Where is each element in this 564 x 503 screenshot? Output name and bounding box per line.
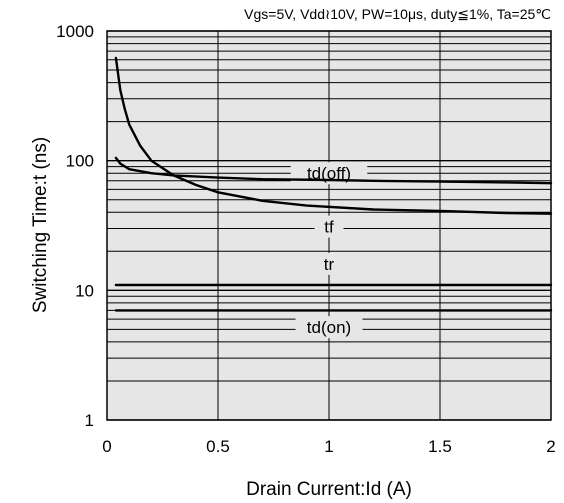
- y-axis-title: Switching Time:t (ns): [30, 137, 51, 313]
- y-tick-label: 1: [85, 411, 94, 430]
- curve-label: tf: [324, 218, 334, 237]
- curve-label-background: [295, 316, 363, 339]
- y-tick-label: 10: [75, 281, 94, 300]
- curve-label: td(on): [307, 318, 351, 337]
- curve-label: tr: [324, 255, 335, 274]
- x-tick-label: 1: [324, 437, 333, 456]
- curve-label-background: [314, 215, 344, 238]
- curve-label: td(off): [307, 164, 351, 183]
- series-line-tf: [114, 56, 553, 215]
- x-tick-label: 0: [102, 437, 111, 456]
- x-tick-label: 1.5: [428, 437, 452, 456]
- x-tick-label: 0.5: [206, 437, 230, 456]
- series-line-td-off: [114, 156, 553, 185]
- x-axis-title: Drain Current:Id (A): [246, 479, 412, 500]
- x-tick-label: 2: [546, 437, 555, 456]
- tick-labels: 0 0.5 1 1.5 2 1 10 100 1000: [56, 22, 556, 456]
- conditions-note: Vgs=5V, Vdd≀10V, PW=10μs, duty≦1%, Ta=25…: [244, 6, 551, 22]
- y-tick-label: 1000: [56, 22, 94, 41]
- series-lines: [114, 56, 553, 312]
- y-tick-label: 100: [66, 152, 94, 171]
- plot-frame: [106, 30, 552, 421]
- curve-label-background: [314, 252, 344, 275]
